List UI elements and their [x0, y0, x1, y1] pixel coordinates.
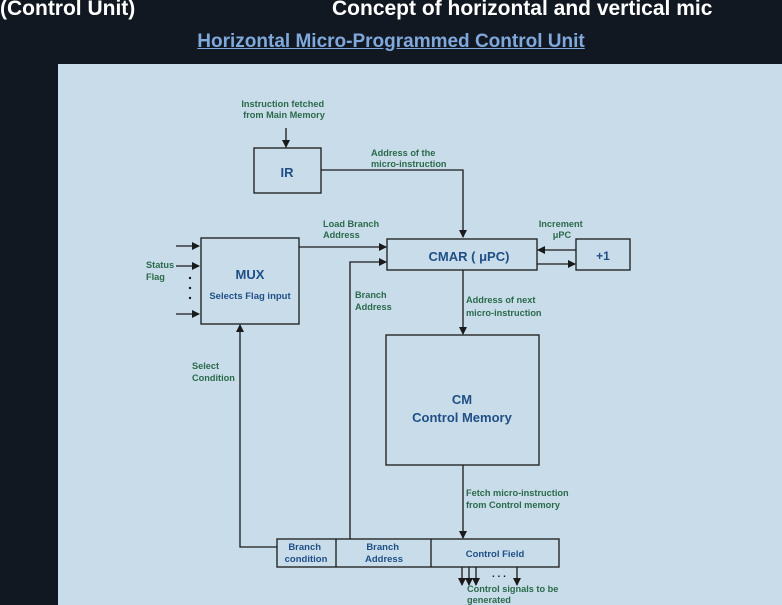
fetch-line-2: from Control memory — [466, 500, 561, 510]
micro-instruction-register: Branch condition Branch Address Control … — [276, 538, 560, 568]
slide-subtitle: Horizontal Micro-Programmed Control Unit — [197, 31, 585, 52]
increment-upc-label: Increment μPC — [539, 219, 585, 240]
instruction-fetched-line-2: from Main Memory — [243, 110, 326, 120]
select-condition-line-2: Condition — [192, 373, 235, 383]
branch-address-label: Branch Address — [355, 290, 392, 312]
control-signals-label: Control signals to be generated — [467, 584, 561, 605]
control-signals-line-1: Control signals to be — [467, 584, 558, 594]
address-micro-line-1: Address of the — [371, 148, 435, 158]
increment-upc-line-1: Increment — [539, 219, 583, 229]
ir-label: IR — [281, 165, 295, 180]
branch-address-arrow — [349, 258, 387, 539]
load-branch-label: Load Branch Address — [323, 219, 382, 240]
mux-block: MUX Selects Flag input — [200, 237, 300, 325]
load-branch-line-1: Load Branch — [323, 219, 380, 229]
cm-subtitle: Control Memory — [412, 410, 512, 425]
fetch-line-1: Fetch micro-instruction — [466, 488, 569, 498]
control-signals-ellipsis: . . . — [492, 569, 506, 580]
mux-title: MUX — [236, 267, 265, 282]
address-next-line-2: micro-instruction — [466, 308, 542, 318]
cmar-block: CMAR ( μPC) — [386, 238, 538, 271]
increment-upc-line-2: μPC — [553, 230, 572, 240]
status-flag-line-1: Status — [146, 260, 174, 270]
field-branch-address: Branch Address — [365, 542, 403, 565]
field-branch-address-line-2: Address — [365, 554, 403, 565]
select-condition-arrow — [236, 324, 277, 548]
field-control: Control Field — [466, 549, 525, 560]
address-next-line-1: Address of next — [466, 295, 535, 305]
branch-address-line-1: Branch — [355, 290, 387, 300]
header-left-title: (Control Unit) — [0, 0, 136, 20]
header-right-title: Concept of horizontal and vertical mic — [332, 0, 713, 20]
select-condition-label: Select Condition — [192, 361, 235, 383]
control-signals-line-2: generated — [467, 595, 511, 605]
address-micro-label: Address of the micro-instruction — [371, 148, 447, 169]
field-branch-condition-line-1: Branch — [288, 542, 321, 553]
fetch-label: Fetch micro-instruction from Control mem… — [466, 488, 571, 510]
plus-one-label: +1 — [596, 249, 610, 263]
field-branch-condition: Branch condition — [285, 542, 328, 565]
status-flag-line-2: Flag — [146, 272, 165, 282]
load-branch-line-2: Address — [323, 230, 360, 240]
status-flag-label: Status Flag — [146, 260, 177, 282]
select-condition-line-1: Select — [192, 361, 219, 371]
cm-title: CM — [452, 392, 472, 407]
status-flag-dots — [188, 276, 192, 300]
address-micro-line-2: micro-instruction — [371, 159, 447, 169]
address-next-label: Address of next micro-instruction — [466, 295, 542, 318]
mux-subtitle: Selects Flag input — [209, 291, 291, 302]
cmar-label: CMAR ( μPC) — [429, 249, 510, 264]
increment-block: +1 — [575, 238, 631, 271]
branch-address-line-2: Address — [355, 302, 392, 312]
field-branch-address-line-1: Branch — [366, 542, 399, 553]
instruction-fetched-line-1: Instruction fetched — [241, 99, 324, 109]
field-branch-condition-line-2: condition — [285, 554, 328, 565]
ir-to-cmar-arrow — [321, 169, 467, 238]
instruction-fetched-label: Instruction fetched from Main Memory — [241, 99, 326, 120]
